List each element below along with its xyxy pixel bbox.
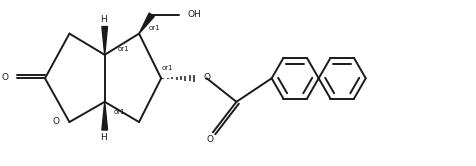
Text: or1: or1 (113, 109, 125, 115)
Text: OH: OH (187, 10, 201, 19)
Polygon shape (102, 27, 108, 55)
Text: O: O (52, 117, 59, 126)
Text: or1: or1 (118, 46, 129, 52)
Text: O: O (207, 135, 214, 144)
Text: H: H (100, 15, 107, 24)
Text: O: O (203, 73, 210, 82)
Text: or1: or1 (162, 65, 174, 71)
Polygon shape (139, 13, 154, 34)
Text: or1: or1 (149, 25, 160, 31)
Text: H: H (100, 133, 107, 142)
Polygon shape (102, 102, 108, 130)
Text: O: O (1, 73, 8, 82)
